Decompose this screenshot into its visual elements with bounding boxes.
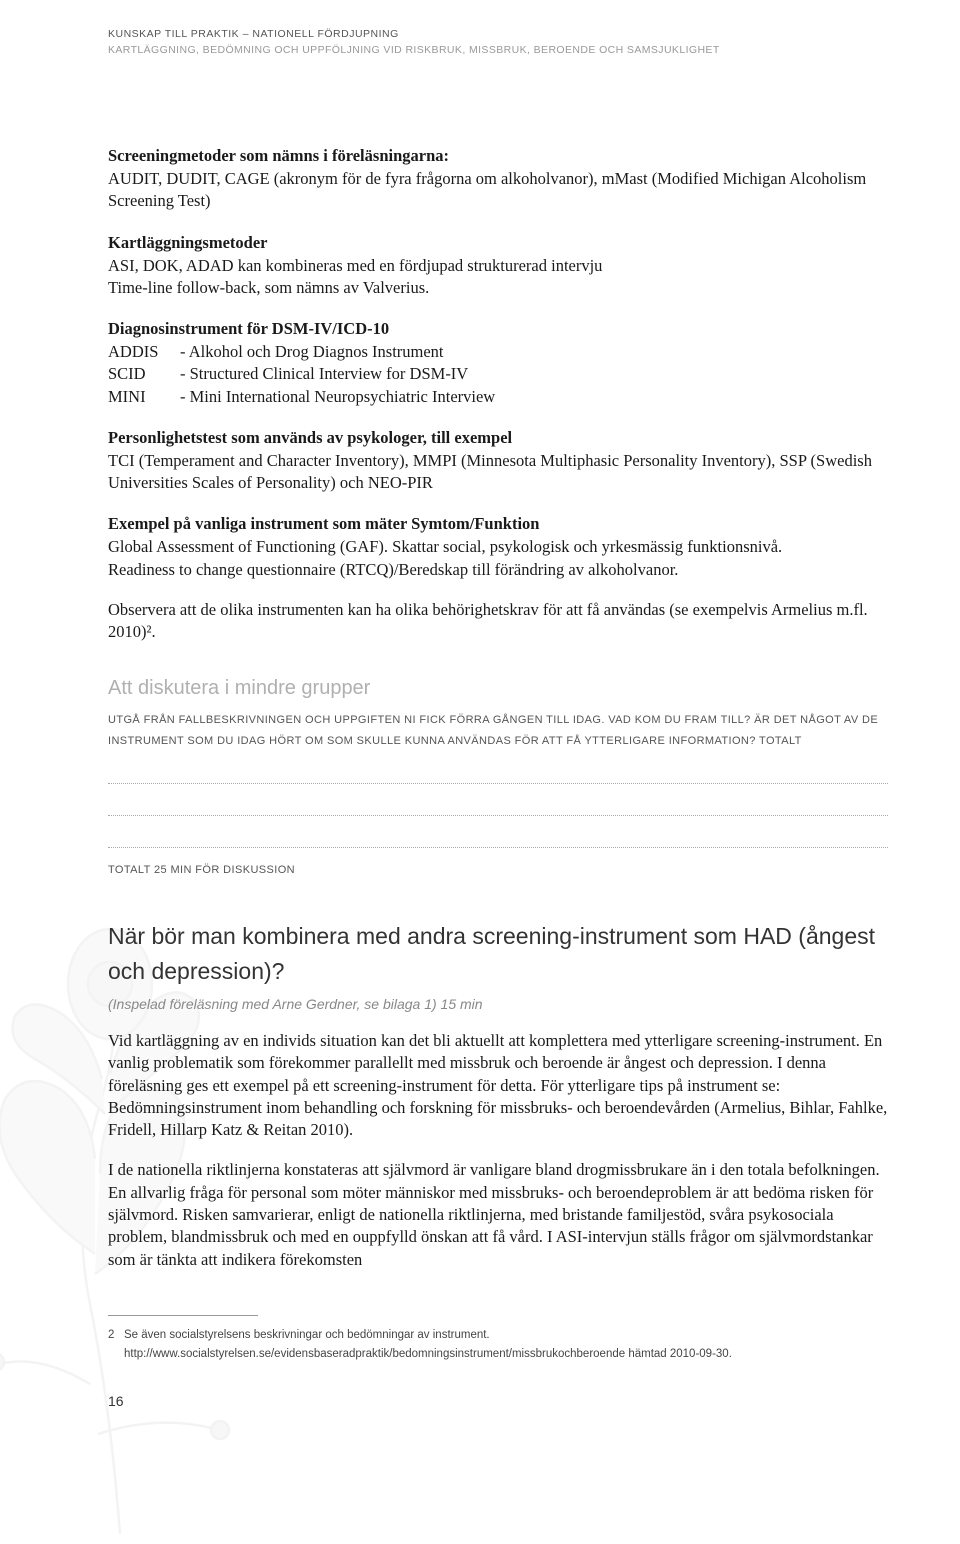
narbor-p2: I de nationella riktlinjerna konstateras… xyxy=(108,1159,888,1270)
footnote-rule xyxy=(108,1315,258,1316)
footnote-line2: http://www.socialstyrelsen.se/evidensbas… xyxy=(124,1348,732,1360)
exempel-body2: Readiness to change questionnaire (RTCQ)… xyxy=(108,559,888,581)
writing-line-1 xyxy=(108,756,888,784)
footnote-line1: Se även socialstyrelsens beskrivningar o… xyxy=(124,1329,490,1341)
diagnos-code-2: MINI xyxy=(108,386,180,408)
personlighet-body: TCI (Temperament and Character Inventory… xyxy=(108,450,888,495)
diagnos-row-2: MINI - Mini International Neuropsychiatr… xyxy=(108,386,888,408)
footnote-num: 2 xyxy=(108,1329,114,1341)
exempel-title: Exempel på vanliga instrument som mäter … xyxy=(108,514,888,534)
diskutera-text: utgå från fallbeskrivningen och uppgifte… xyxy=(108,710,888,752)
footnote: 2 Se även socialstyrelsens beskrivningar… xyxy=(108,1326,888,1365)
diagnos-desc-0: - Alkohol och Drog Diagnos Instrument xyxy=(180,341,444,363)
diagnos-code-0: ADDIS xyxy=(108,341,180,363)
writing-line-3 xyxy=(108,820,888,848)
personlighet-title: Personlighetstest som används av psykolo… xyxy=(108,428,888,448)
observera-text: Observera att de olika instrumenten kan … xyxy=(108,599,888,644)
screening-title: Screeningmetoder som nämns i föreläsning… xyxy=(108,146,888,166)
diagnos-code-1: SCID xyxy=(108,363,180,385)
narbor-p1: Vid kartläggning av en individs situatio… xyxy=(108,1030,888,1141)
diagnos-desc-2: - Mini International Neuropsychiatric In… xyxy=(180,386,495,408)
exempel-body1: Global Assessment of Functioning (GAF). … xyxy=(108,536,888,558)
page-number: 16 xyxy=(108,1393,888,1409)
kartlaggning-title: Kartläggningsmetoder xyxy=(108,233,888,253)
kartlaggning-body2: Time-line follow-back, som nämns av Valv… xyxy=(108,277,888,299)
writing-line-2 xyxy=(108,788,888,816)
diskutera-footer: totalt 25 min för diskussion xyxy=(108,860,888,881)
header-title: kunskap till praktik – nationell fördjup… xyxy=(108,28,888,40)
screening-body: AUDIT, DUDIT, CAGE (akronym för de fyra … xyxy=(108,168,888,213)
diagnos-title: Diagnosinstrument för DSM-IV/ICD-10 xyxy=(108,319,888,339)
diagnos-row-1: SCID - Structured Clinical Interview for… xyxy=(108,363,888,385)
diskutera-heading: Att diskutera i mindre grupper xyxy=(108,677,888,700)
narbor-sub: (Inspelad föreläsning med Arne Gerdner, … xyxy=(108,996,888,1012)
header-subtitle: kartläggning, bedömning och uppföljning … xyxy=(108,44,888,56)
kartlaggning-body1: ASI, DOK, ADAD kan kombineras med en för… xyxy=(108,255,888,277)
narbor-heading: När bör man kombinera med andra screenin… xyxy=(108,919,888,988)
diagnos-desc-1: - Structured Clinical Interview for DSM-… xyxy=(180,363,468,385)
diagnos-row-0: ADDIS - Alkohol och Drog Diagnos Instrum… xyxy=(108,341,888,363)
